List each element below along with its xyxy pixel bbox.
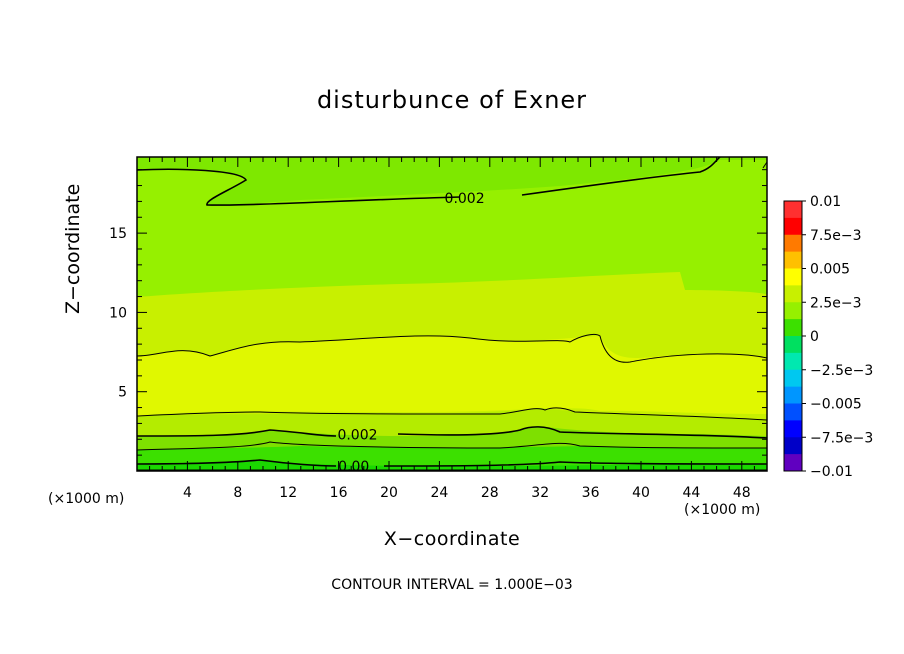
colorbar-swatch	[784, 268, 802, 286]
x-tick-label: 28	[481, 485, 499, 501]
x-tick-label: 16	[330, 485, 348, 501]
colorbar-swatch	[784, 201, 802, 219]
colorbar-tick-label: 0.005	[810, 262, 850, 278]
colorbar-tick-label: −0.01	[810, 464, 853, 480]
contour-line-top	[137, 157, 721, 206]
colorbar-swatch	[784, 386, 802, 404]
contour-label: 0.002	[445, 191, 485, 207]
x-unit-label-left: (×1000 m)	[48, 491, 125, 507]
contour-line-lower-2	[137, 441, 767, 451]
x-tick-label: 36	[582, 485, 600, 501]
fill-band-bottom-core	[137, 460, 767, 471]
colorbar-tick-label: −2.5e−3	[810, 363, 873, 379]
colorbar-swatch	[784, 403, 802, 421]
x-unit-label-right: (×1000 m)	[684, 502, 761, 518]
colorbar-swatch	[784, 437, 802, 455]
x-tick-label: 8	[233, 485, 242, 501]
x-tick-label: 48	[733, 485, 751, 501]
y-tick-label: 10	[109, 305, 127, 321]
colorbar-swatch	[784, 336, 802, 354]
colorbar-swatch	[784, 217, 802, 236]
colorbar-swatch	[784, 420, 802, 438]
colorbar-swatch	[784, 369, 802, 388]
colorbar-tick-label: 0	[810, 329, 819, 345]
colorbar-swatch	[784, 319, 802, 337]
x-axis-ticks: 4 8 12 16 20 24 28 32 36 40 44 48	[149, 157, 755, 501]
contour-line-0002-low	[137, 426, 767, 439]
contour-line-upper-thin	[137, 333, 767, 363]
colorbar-swatch	[784, 302, 802, 320]
y-tick-label: 15	[109, 226, 127, 242]
x-tick-label: 24	[430, 485, 448, 501]
contour-labels: 0.002 0.002 0.00	[337, 191, 484, 475]
colorbar-tick-label: 2.5e−3	[810, 295, 862, 311]
colorbar-tick-label: −7.5e−3	[810, 430, 873, 446]
x-axis-label: X−coordinate	[383, 528, 521, 550]
colorbar-swatch	[784, 454, 802, 472]
chart-title: disturbunce of Exner	[316, 86, 588, 114]
contour-label: 0.002	[337, 428, 377, 444]
colorbar-swatch	[784, 234, 802, 253]
contour-line-bottom	[137, 459, 767, 467]
x-tick-label: 32	[531, 485, 549, 501]
fill-band-low	[137, 408, 767, 436]
fill-band-upper-green	[137, 157, 767, 206]
x-tick-label: 20	[380, 485, 398, 501]
colorbar-tick-label: 0.01	[810, 194, 841, 210]
x-tick-label: 12	[279, 485, 297, 501]
colorbar-tick-label: 7.5e−3	[810, 228, 862, 244]
colorbar: 0.01 7.5e−3 0.005 2.5e−3 0 −2.5e−3 −0.005 −7.5e…	[783, 194, 873, 480]
contour-interval-note: CONTOUR INTERVAL = 1.000E−03	[331, 577, 573, 593]
contour-lines	[137, 157, 767, 471]
x-tick-label: 44	[682, 485, 700, 501]
colorbar-swatch	[784, 285, 802, 303]
colorbar-tick-label: −0.005	[810, 397, 862, 413]
x-tick-label: 40	[632, 485, 650, 501]
y-axis-ticks: 5 10 15	[109, 169, 767, 456]
x-tick-label: 4	[183, 485, 192, 501]
contour-line-lower-thin	[137, 407, 767, 421]
y-tick-label: 5	[118, 385, 127, 401]
contour-label: 0.00	[338, 459, 369, 475]
colorbar-swatch	[784, 251, 802, 269]
colorbar-swatch	[784, 352, 802, 371]
